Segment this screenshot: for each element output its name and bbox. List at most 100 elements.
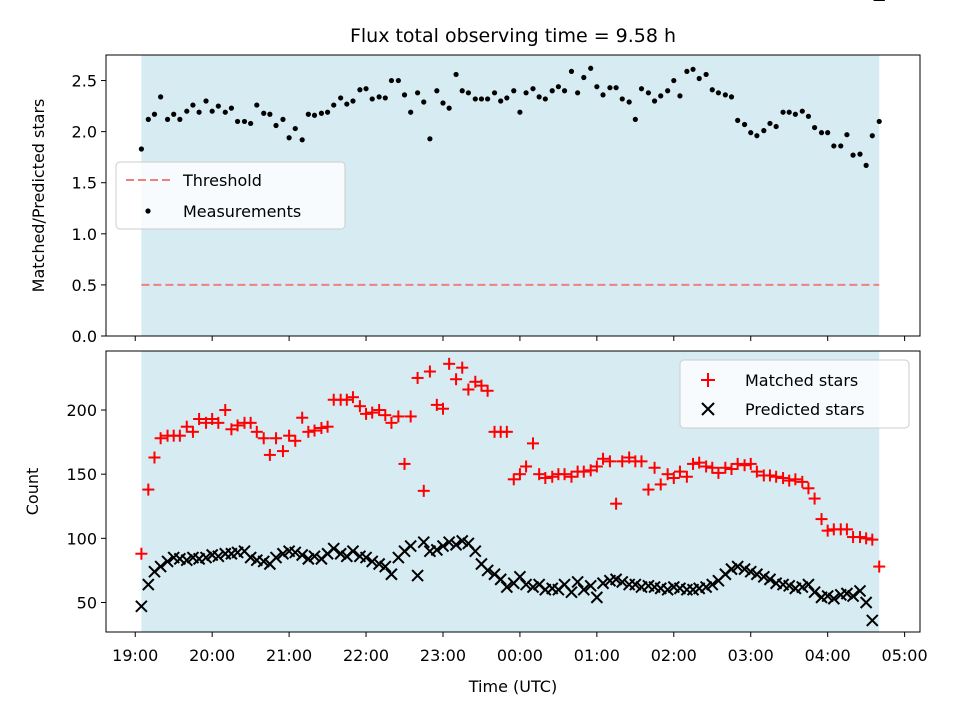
measurement-point — [799, 108, 805, 114]
measurement-point — [331, 102, 337, 108]
predicted-stars-series — [135, 0, 885, 627]
measurement-point — [414, 90, 421, 96]
matched-star-point — [642, 483, 655, 496]
matched-star-point — [148, 451, 161, 464]
measurement-point — [728, 94, 735, 100]
y-tick-label: 50 — [77, 593, 97, 612]
measurement-point — [536, 94, 542, 100]
y-tick-label: 1.5 — [72, 174, 97, 193]
predicted-star-point — [295, 548, 309, 562]
measurement-point — [388, 77, 395, 84]
legend-matched-swatch — [701, 373, 715, 387]
top-axes-frame — [105, 54, 921, 337]
bottom-legend-box — [679, 359, 910, 429]
measurement-point — [568, 68, 575, 74]
matched-star-point — [379, 409, 392, 422]
measurement-point — [472, 96, 478, 102]
measurement-point — [408, 109, 414, 115]
predicted-star-point — [802, 578, 815, 591]
measurement-point — [542, 96, 548, 102]
measurement-point — [228, 105, 235, 111]
measurement-point — [741, 121, 748, 128]
matched-star-point — [802, 482, 815, 495]
predicted-star-point — [346, 544, 360, 558]
predicted-star-point — [135, 600, 148, 613]
measurement-point — [446, 105, 452, 111]
predicted-star-point — [154, 560, 167, 573]
predicted-star-point — [269, 551, 283, 564]
matched-star-point — [860, 532, 873, 545]
matched-star-point — [225, 423, 238, 436]
measurement-point — [517, 109, 523, 115]
predicted-star-point — [859, 596, 873, 609]
measurement-point — [215, 103, 221, 109]
measurement-point — [575, 90, 581, 96]
measurement-point — [735, 117, 741, 123]
measurement-point — [645, 90, 652, 96]
matched-star-point — [366, 406, 379, 419]
matched-star-point — [546, 470, 559, 483]
predicted-star-point — [500, 580, 514, 594]
x-tick-label: 01:00 — [574, 646, 620, 665]
measurement-point — [792, 111, 798, 117]
chart-title: Flux total observing time = 9.58 h — [350, 25, 676, 47]
matched-star-point — [719, 461, 732, 474]
measurement-point — [434, 88, 440, 94]
matched-star-point — [808, 492, 821, 505]
predicted-star-point — [359, 551, 373, 564]
measurement-point — [767, 120, 773, 127]
measurement-point — [715, 90, 722, 96]
bottom-y-axis: 50 100 150 200 — [66, 401, 106, 612]
measurement-point — [690, 66, 696, 72]
matched-star-point — [725, 463, 738, 476]
matched-star-point — [142, 483, 155, 496]
legend-threshold-label: Threshold — [182, 171, 262, 190]
predicted-star-point — [565, 586, 578, 599]
measurement-point — [241, 118, 248, 125]
predicted-star-point — [469, 544, 482, 558]
bottom-x-axis: 19:00 20:00 21:00 22:00 23:00 00:00 01:00 02:00… — [112, 632, 928, 665]
matched-star-point — [276, 445, 289, 458]
predicted-star-point — [142, 578, 155, 591]
measurement-point — [338, 95, 344, 101]
measurement-point — [485, 96, 491, 102]
measurement-point — [671, 77, 677, 84]
measurement-point — [267, 111, 273, 117]
y-tick-label: 2.5 — [72, 72, 97, 91]
matched-star-point — [558, 468, 571, 481]
measurement-point — [453, 71, 459, 78]
matched-star-point — [680, 470, 693, 483]
measurement-point — [478, 96, 485, 102]
measurement-point — [401, 92, 408, 98]
matched-star-point — [789, 473, 802, 486]
y-tick-label: 100 — [66, 529, 97, 548]
legend-predicted-swatch — [701, 402, 715, 416]
matched-star-point — [398, 457, 411, 470]
top-y-axis-label: Matched/Predicted stars — [29, 99, 48, 293]
matched-star-point — [796, 475, 809, 488]
matched-star-point — [712, 466, 725, 479]
measurement-point — [786, 109, 792, 115]
measurement-point — [696, 75, 702, 82]
matched-star-point — [700, 460, 713, 473]
matched-star-point — [687, 457, 700, 470]
predicted-star-point — [327, 542, 340, 555]
measurement-point — [831, 143, 837, 149]
bottom-axes-frame — [105, 350, 921, 633]
measurement-point — [555, 84, 561, 90]
predicted-star-point — [853, 584, 867, 598]
measurement-point — [754, 133, 760, 139]
matched-star-point — [527, 437, 540, 450]
measurement-point — [305, 111, 311, 117]
measurement-point — [395, 77, 401, 84]
matched-star-point — [257, 432, 270, 445]
measurement-point — [600, 92, 606, 98]
matched-star-point — [417, 484, 430, 497]
matched-star-point — [173, 429, 186, 442]
matched-star-point — [462, 383, 475, 396]
measurement-point — [286, 135, 292, 141]
y-tick-label: 2.0 — [72, 123, 97, 142]
matched-star-point — [539, 472, 552, 485]
x-tick-label: 02:00 — [651, 646, 697, 665]
bottom-y-axis-label: Count — [23, 468, 42, 516]
